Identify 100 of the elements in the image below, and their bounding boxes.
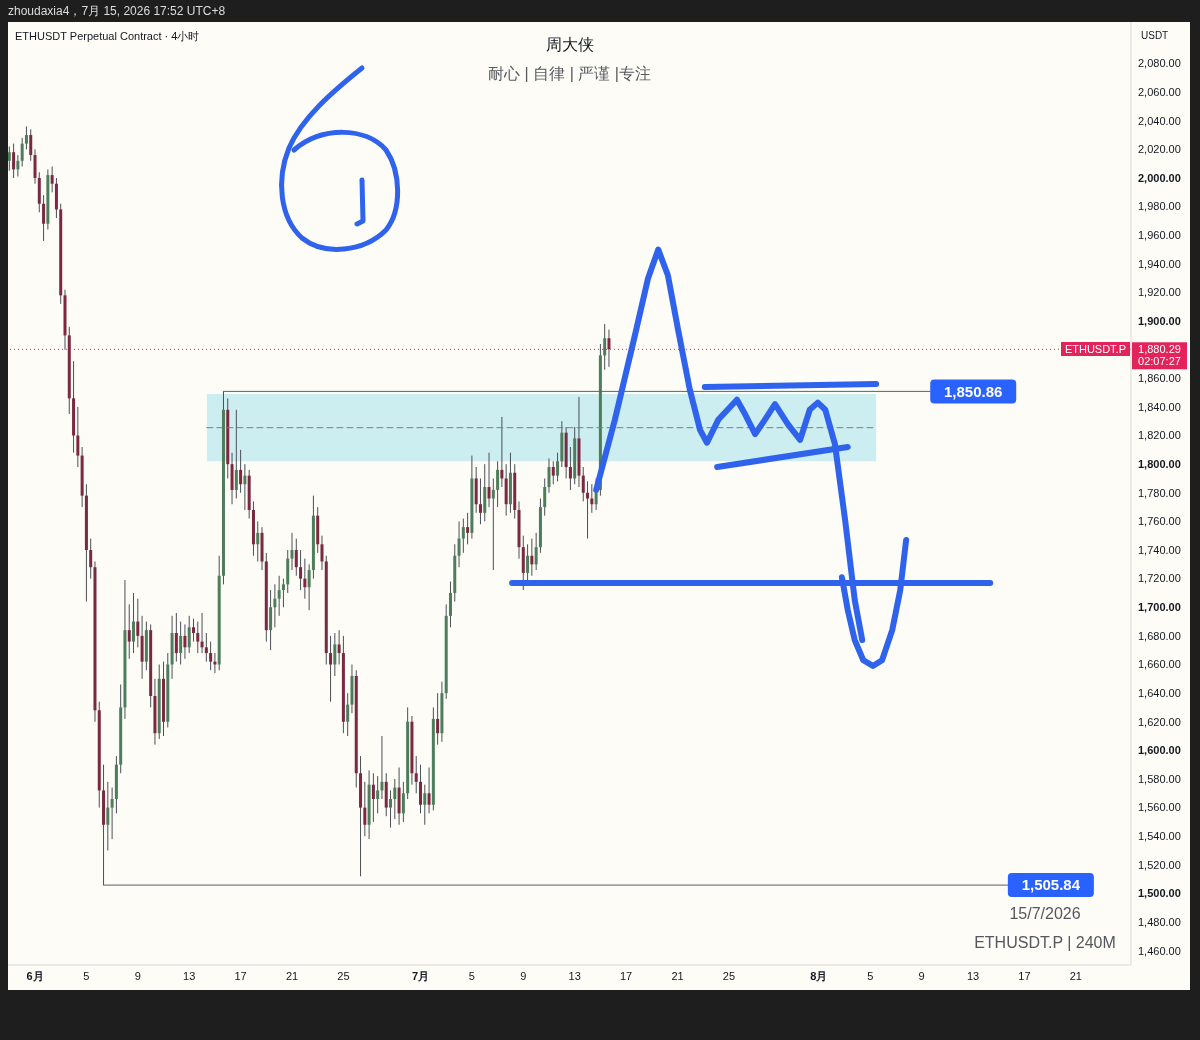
annotation: ETHUSDT.P | 240M: [974, 933, 1116, 953]
candlestick: [427, 767, 431, 814]
candlestick: [448, 581, 452, 628]
y-tick-label: 1,720.00: [1138, 572, 1181, 585]
candlestick: [419, 764, 422, 814]
candlestick: [346, 692, 350, 737]
text: 耐心 | 自律 | 严谨 |专注: [488, 64, 651, 84]
candlestick: [500, 416, 504, 488]
candlestick: [491, 477, 495, 571]
x-tick-label: 17: [619, 969, 633, 982]
y-tick-label: 2,080.00: [1138, 57, 1181, 70]
x-tick-label: 21: [285, 969, 299, 982]
x-tick-label: 7月: [411, 969, 430, 982]
x-tick-label: 17: [234, 969, 247, 982]
x-tick-label: 5: [83, 969, 90, 982]
y-tick-label: 1,600.00: [1138, 744, 1181, 757]
y-tick-label: 2,060.00: [1138, 85, 1181, 98]
candlestick: [110, 787, 114, 840]
candlestick: [581, 466, 585, 502]
y-tick-label: 1,660.00: [1138, 658, 1181, 671]
candlestick: [136, 598, 140, 648]
candlestick: [76, 406, 80, 468]
candlestick: [89, 538, 93, 580]
annotation: 15/7/2026: [1009, 904, 1081, 924]
candlestick: [16, 154, 20, 178]
candlestick: [436, 692, 440, 746]
candlestick: [487, 452, 491, 508]
candlestick: [534, 532, 538, 571]
candlestick: [106, 781, 110, 852]
candlestick: [547, 457, 551, 494]
data-label: 1,505.84: [1021, 876, 1081, 894]
y-tick-label: 1,760.00: [1138, 515, 1181, 528]
y-tick-label: 1,860.00: [1138, 372, 1181, 385]
y-tick-label: 1,580.00: [1138, 772, 1181, 785]
x-tick-label: 9: [134, 969, 141, 982]
candlestick: [478, 477, 482, 525]
y-tick-label: 1,680.00: [1138, 629, 1181, 642]
candlestick: [603, 323, 607, 371]
candlestick: [127, 603, 131, 660]
y-tick-label: 2,040.00: [1138, 114, 1181, 127]
candlestick: [239, 449, 243, 494]
candlestick: [12, 143, 16, 179]
candlestick: [307, 563, 311, 611]
y-tick-label: 1,960.00: [1138, 229, 1181, 242]
candlestick: [281, 578, 285, 608]
candlestick: [337, 629, 341, 665]
candlestick: [568, 446, 572, 491]
candlestick: [174, 612, 178, 663]
candlestick: [179, 621, 183, 665]
y-tick-label: 1,800.00: [1138, 458, 1181, 471]
candlestick: [423, 784, 427, 826]
candlestick: [303, 558, 307, 600]
text: zhoudaxia4，7月 15, 2026 17:52 UTC+8: [8, 4, 226, 19]
candlestick: [204, 632, 208, 663]
candlestick: [294, 538, 298, 577]
candlestick: [273, 583, 277, 628]
y-tick-label: 1,500.00: [1138, 887, 1181, 900]
candlestick: [551, 460, 555, 485]
x-tick-label: 6月: [26, 969, 44, 982]
candlestick: [42, 194, 46, 242]
annotation: ETHUSDT.P: [1060, 342, 1130, 357]
y-tick-label: 1,820.00: [1138, 429, 1181, 442]
ref-line-label: 1,880.29 02:07:27: [1138, 343, 1181, 368]
annotation: ETHUSDT Perpetual Contract · 4小时: [15, 29, 200, 43]
candlestick: [380, 735, 384, 800]
x-tick-label: 9: [918, 969, 925, 982]
candlestick: [196, 621, 200, 654]
candlestick: [586, 480, 590, 540]
y-tick-label: 2,020.00: [1138, 143, 1181, 156]
y-tick-label: 1,780.00: [1138, 486, 1181, 499]
candlestick: [530, 538, 534, 577]
y-tick-label: 1,480.00: [1138, 915, 1181, 928]
y-tick-label: 1,540.00: [1138, 830, 1181, 843]
candlestick: [290, 532, 294, 571]
y-tick-label: 1,980.00: [1138, 200, 1181, 213]
candlestick: [33, 148, 37, 185]
y-tick-label: 1,700.00: [1138, 601, 1181, 614]
x-tick-label: 13: [966, 969, 980, 982]
x-tick-label: 13: [183, 969, 196, 982]
candlestick: [376, 775, 380, 814]
candlestick: [50, 166, 54, 193]
candlestick: [466, 512, 470, 545]
candlestick: [132, 592, 136, 654]
candlestick: [457, 520, 461, 568]
candlestick: [29, 128, 33, 162]
y-tick-label: 1,840.00: [1138, 400, 1181, 413]
candlestick: [256, 520, 260, 562]
y-tick-label: 1,560.00: [1138, 801, 1181, 814]
y-tick-label: 1,940.00: [1138, 257, 1181, 270]
candlestick: [461, 518, 465, 554]
candlestick: [24, 125, 28, 150]
data-label: 1,850.86: [944, 382, 1003, 400]
y-tick-label: 1,640.00: [1138, 686, 1181, 699]
candlestick: [526, 543, 530, 582]
candlestick: [209, 641, 213, 671]
x-tick-label: 8月: [810, 969, 828, 982]
candlestick: [333, 632, 337, 677]
candlestick: [20, 137, 24, 168]
candlestick: [401, 781, 405, 823]
candlestick: [393, 778, 397, 820]
